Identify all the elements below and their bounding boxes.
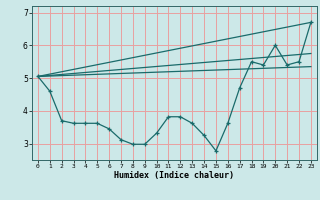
X-axis label: Humidex (Indice chaleur): Humidex (Indice chaleur) — [115, 171, 234, 180]
